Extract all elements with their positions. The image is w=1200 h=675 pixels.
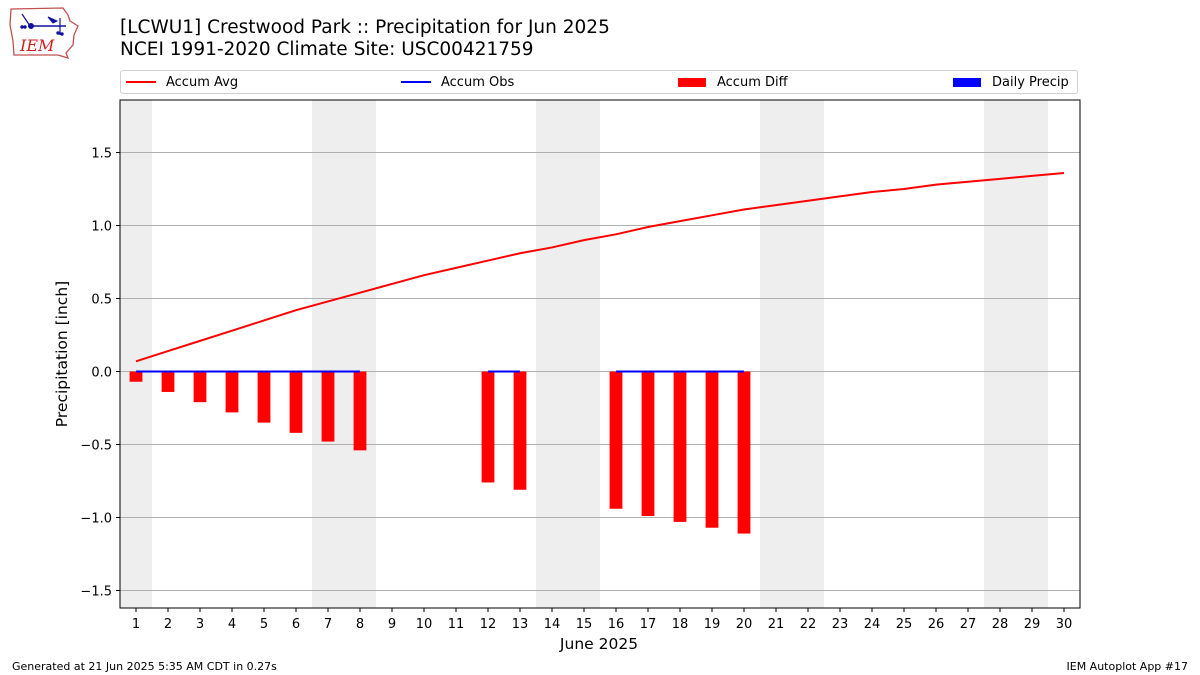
y-tick-label: −1.0 bbox=[80, 511, 112, 526]
legend-label: Daily Precip bbox=[992, 74, 1069, 90]
legend-swatch-accum-avg bbox=[126, 81, 156, 83]
legend-label: Accum Diff bbox=[717, 74, 788, 90]
weekend-shade bbox=[984, 100, 1016, 608]
x-tick-label: 6 bbox=[292, 617, 300, 632]
weekend-shade bbox=[536, 100, 568, 608]
weekend-shade bbox=[760, 100, 792, 608]
x-tick-label: 21 bbox=[768, 617, 785, 632]
chart-title: [LCWU1] Crestwood Park :: Precipitation … bbox=[120, 17, 610, 38]
accum-diff-bar bbox=[129, 371, 143, 382]
app-credit: IEM Autoplot App #17 bbox=[1066, 660, 1189, 673]
accum-diff-bars bbox=[129, 371, 751, 534]
legend: Accum Avg Accum Obs Accum Diff Daily Pre… bbox=[120, 70, 1078, 94]
accum-diff-bar bbox=[705, 371, 719, 528]
weekend-shading bbox=[120, 100, 1048, 608]
x-tick-label: 20 bbox=[736, 617, 753, 632]
legend-label: Accum Avg bbox=[166, 74, 239, 90]
accum-diff-bar bbox=[321, 371, 335, 442]
x-tick-label: 28 bbox=[992, 617, 1009, 632]
accum-diff-bar bbox=[609, 371, 623, 509]
accum-diff-bar bbox=[513, 371, 527, 490]
x-tick-label: 29 bbox=[1024, 617, 1041, 632]
accum-diff-bar bbox=[225, 371, 239, 413]
x-tick-label: 10 bbox=[416, 617, 433, 632]
x-tick-label: 25 bbox=[896, 617, 913, 632]
x-tick-label: 24 bbox=[864, 617, 881, 632]
logo-text: IEM bbox=[19, 36, 55, 55]
x-tick-label: 22 bbox=[800, 617, 817, 632]
legend-label: Accum Obs bbox=[441, 74, 515, 90]
x-tick-label: 5 bbox=[260, 617, 268, 632]
accum-diff-bar bbox=[481, 371, 495, 483]
weather-station-icon bbox=[20, 13, 66, 36]
legend-swatch-accum-obs bbox=[401, 81, 431, 83]
iem-logo: IEM bbox=[9, 7, 79, 59]
weekend-shade bbox=[120, 100, 152, 608]
x-tick-label: 26 bbox=[928, 617, 945, 632]
x-axis-label: June 2025 bbox=[559, 635, 638, 653]
x-tick-label: 16 bbox=[608, 617, 625, 632]
x-tick-label: 19 bbox=[704, 617, 721, 632]
x-tick-label: 3 bbox=[196, 617, 204, 632]
legend-swatch-accum-diff bbox=[678, 77, 706, 87]
x-tick-label: 30 bbox=[1056, 617, 1073, 632]
weekend-shade bbox=[1016, 100, 1048, 608]
y-axis: −1.5 −1.0 −0.5 0.0 0.5 1.0 1.5 bbox=[80, 147, 120, 599]
legend-item-accum-diff: Accum Diff bbox=[678, 71, 788, 93]
weekend-shade bbox=[568, 100, 600, 608]
x-tick-label: 7 bbox=[324, 617, 332, 632]
x-tick-label: 13 bbox=[512, 617, 529, 632]
y-axis-label: Precipitation [inch] bbox=[53, 281, 71, 427]
x-tick-label: 9 bbox=[388, 617, 396, 632]
weekend-shade bbox=[344, 100, 376, 608]
y-tick-label: 0.5 bbox=[91, 293, 112, 308]
accum-avg-line bbox=[135, 171, 1065, 363]
accum-diff-bar bbox=[353, 371, 367, 451]
y-tick-label: 0.0 bbox=[91, 366, 112, 381]
accum-diff-bar bbox=[257, 371, 271, 423]
weekend-shade bbox=[312, 100, 344, 608]
legend-swatch-daily-precip bbox=[953, 77, 981, 87]
series-lines bbox=[135, 171, 1065, 373]
plot-frame bbox=[119, 99, 1081, 609]
precipitation-chart: 1 2 3 4 5 6 7 8 9 10 11 12 13 14 15 16 17 18 19 20 21 22 23 24 2… bbox=[53, 99, 1081, 653]
accum-diff-bar bbox=[737, 371, 751, 534]
accum-diff-bar bbox=[641, 371, 655, 517]
weekend-shade bbox=[792, 100, 824, 608]
x-tick-label: 14 bbox=[544, 617, 561, 632]
x-tick-label: 2 bbox=[164, 617, 172, 632]
x-tick-label: 18 bbox=[672, 617, 689, 632]
x-tick-label: 1 bbox=[132, 617, 140, 632]
y-tick-label: −0.5 bbox=[80, 439, 112, 454]
accum-diff-bar bbox=[193, 371, 207, 403]
x-tick-label: 8 bbox=[356, 617, 364, 632]
x-tick-label: 4 bbox=[228, 617, 236, 632]
legend-item-accum-obs: Accum Obs bbox=[401, 71, 514, 93]
x-tick-label: 27 bbox=[960, 617, 977, 632]
x-tick-label: 11 bbox=[448, 617, 465, 632]
y-tick-label: −1.5 bbox=[80, 584, 112, 599]
accum-diff-bar bbox=[289, 371, 303, 433]
y-tick-label: 1.0 bbox=[91, 220, 112, 235]
x-tick-label: 15 bbox=[576, 617, 593, 632]
accum-diff-bar bbox=[161, 371, 175, 392]
x-tick-label: 12 bbox=[480, 617, 497, 632]
x-tick-label: 23 bbox=[832, 617, 849, 632]
x-axis: 1 2 3 4 5 6 7 8 9 10 11 12 13 14 15 16 17 18 19 20 21 22 23 24 2… bbox=[132, 608, 1072, 632]
legend-item-accum-avg: Accum Avg bbox=[126, 71, 238, 93]
x-tick-label: 17 bbox=[640, 617, 657, 632]
generated-timestamp: Generated at 21 Jun 2025 5:35 AM CDT in … bbox=[12, 660, 277, 673]
accum-diff-bar bbox=[673, 371, 687, 522]
iowa-state-outline bbox=[9, 7, 79, 59]
chart-subtitle: NCEI 1991-2020 Climate Site: USC00421759 bbox=[120, 39, 534, 60]
legend-item-daily-precip: Daily Precip bbox=[953, 71, 1069, 93]
y-tick-label: 1.5 bbox=[91, 147, 112, 162]
